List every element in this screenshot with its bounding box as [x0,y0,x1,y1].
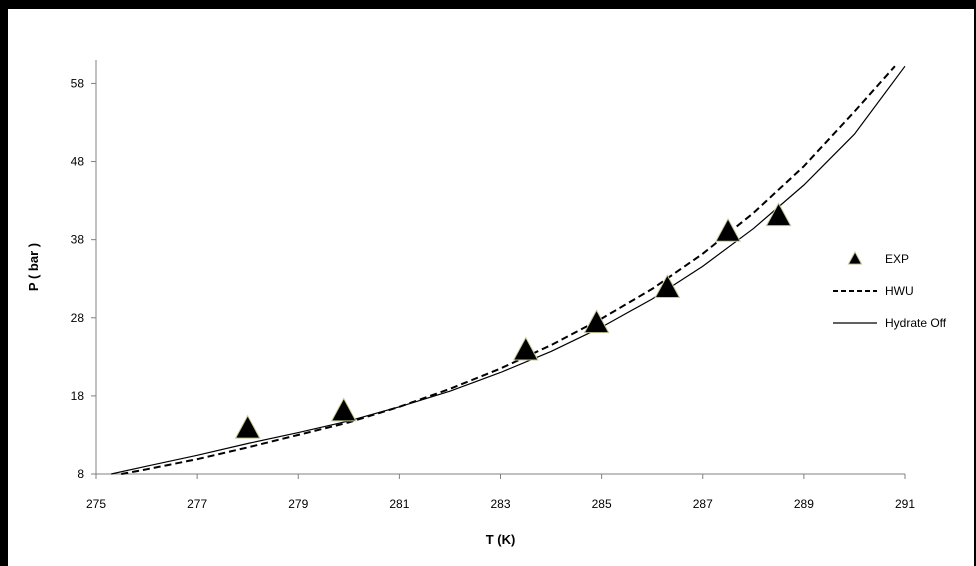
y-tick-label: 18 [71,389,85,403]
x-tick-label: 279 [288,497,308,511]
legend-marker-exp [847,250,863,265]
legend-label-hydrate-off: Hydrate Off [885,316,947,330]
exp-data-point [583,309,610,334]
y-tick-label: 38 [71,233,85,247]
x-axis-title: T (K) [486,532,516,547]
y-tick-label: 8 [77,467,84,481]
x-tick-label: 275 [86,497,106,511]
x-tick-label: 283 [490,497,510,511]
exp-data-point [715,217,741,242]
y-tick-label: 28 [71,311,85,325]
y-tick-label: 48 [71,155,85,169]
y-axis-title: P ( bar ) [26,243,41,291]
exp-data-point [765,202,792,227]
y-ticks: 8 18 28 38 48 58 [71,76,96,481]
series-line-hwu [121,65,896,475]
x-ticks: 275 277 279 281 283 285 287 289 291 [86,474,915,511]
legend: EXP HWU Hydrate Off [833,250,947,330]
x-tick-label: 285 [592,497,612,511]
x-tick-label: 289 [794,497,814,511]
exp-data-point [512,336,539,361]
x-tick-label: 281 [389,497,409,511]
exp-data-point [330,397,357,422]
legend-label-hwu: HWU [885,284,914,298]
legend-label-exp: EXP [885,252,909,266]
x-tick-label: 277 [187,497,207,511]
exp-data-point [654,274,681,298]
exp-data-point [234,414,261,439]
chart-frame [8,9,974,566]
series-layer [111,65,906,475]
y-tick-label: 58 [71,76,85,90]
x-tick-label: 287 [693,497,713,511]
x-tick-label: 291 [895,497,915,511]
series-line-hydrate-off [111,65,906,475]
axes [95,60,905,475]
